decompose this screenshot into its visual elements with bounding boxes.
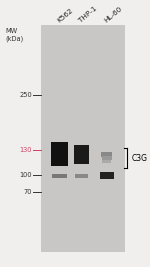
Bar [101, 152, 112, 157]
Text: K562: K562 [56, 7, 74, 24]
Text: 70: 70 [24, 189, 32, 195]
Text: HL-60: HL-60 [103, 6, 123, 24]
Text: MW
(kDa): MW (kDa) [6, 28, 24, 42]
Bar [100, 172, 114, 179]
Text: 100: 100 [20, 172, 32, 178]
Bar [75, 174, 88, 178]
Bar [52, 174, 67, 178]
Text: 130: 130 [20, 147, 32, 152]
Bar [74, 145, 89, 164]
Bar [102, 160, 111, 163]
Text: THP-1: THP-1 [78, 6, 98, 24]
Bar [51, 142, 68, 166]
Text: C3G: C3G [132, 154, 148, 163]
Text: 250: 250 [20, 92, 32, 98]
Bar [102, 156, 112, 160]
Bar [41, 25, 125, 252]
